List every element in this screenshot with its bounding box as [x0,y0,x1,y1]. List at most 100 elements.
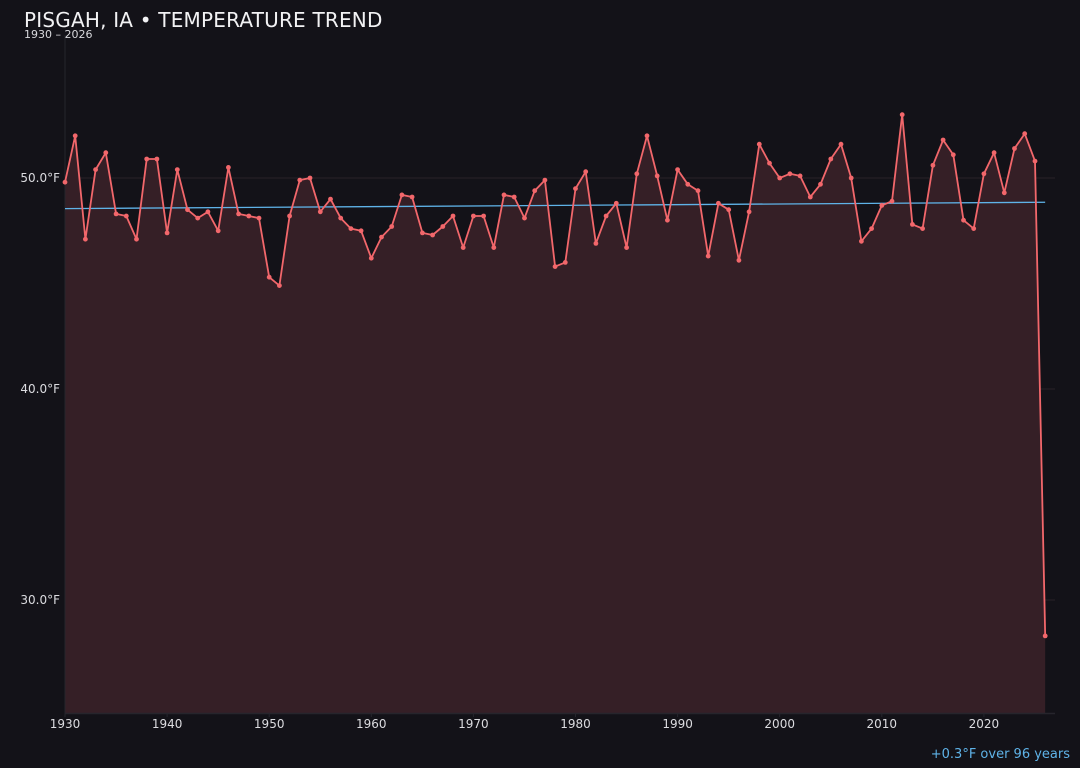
area-fill [65,114,1046,713]
x-tick-label: 1940 [152,717,183,731]
data-point [777,175,783,181]
data-point [368,255,374,261]
data-point [338,215,344,221]
data-point [828,156,834,162]
data-point [685,181,691,187]
data-point [511,194,517,200]
chart-title: PISGAH, IA • TEMPERATURE TREND [24,8,383,32]
data-point [174,167,180,173]
data-point [287,213,292,219]
data-point [1012,146,1017,151]
data-point [573,186,578,192]
data-point [297,177,303,183]
data-point [226,165,231,170]
x-tick-label: 1960 [356,717,387,731]
data-point [562,260,568,265]
data-point [491,245,497,251]
data-point [807,194,813,200]
data-point [613,200,619,206]
data-point [409,194,415,200]
data-point [818,181,823,187]
x-tick-label: 1990 [662,717,693,731]
data-point [1042,633,1048,639]
data-point [695,188,701,194]
data-point [716,200,721,206]
data-points [62,112,1048,639]
data-point [981,171,987,177]
data-point [460,245,466,251]
data-point [450,213,456,219]
data-point [83,236,88,242]
x-tick-labels: 1930 1940 1950 1960 1970 1980 1990 2000 2010 2020 [50,713,999,731]
data-point [134,236,139,242]
y-tick-label: 50.0°F [20,171,60,185]
x-tick-label: 1970 [458,717,489,731]
data-point [277,283,282,288]
data-point [399,192,405,198]
data-point [358,228,364,234]
data-point [654,173,660,179]
data-point [93,167,98,173]
data-point [899,112,905,118]
data-point [72,133,78,139]
data-point [756,141,762,147]
data-point [950,152,956,158]
data-point [859,238,864,244]
data-point [644,133,650,139]
data-point [154,156,160,162]
data-point [705,253,711,259]
data-point [328,196,333,202]
data-point [246,213,252,219]
data-point [481,213,486,219]
chart-subtitle: 1930 – 2026 [24,28,93,41]
data-point [471,213,476,219]
data-point [379,234,384,240]
data-point [726,207,732,213]
data-point [746,209,752,215]
data-point [348,226,354,232]
x-tick-label: 1950 [254,717,285,731]
data-point [603,213,609,219]
data-point [389,224,395,229]
data-point [195,215,201,221]
data-point [522,215,527,221]
data-point [961,217,966,223]
data-point [103,150,109,156]
trend-annotation: +0.3°F over 96 years [930,747,1070,762]
data-point [910,222,915,227]
data-point [123,213,129,219]
data-point [266,274,272,280]
data-point [144,156,150,162]
y-tick-label: 30.0°F [20,593,60,607]
data-point [440,224,446,229]
data-point [991,150,997,156]
data-point [430,232,435,238]
data-point [307,175,313,181]
data-point [552,264,558,269]
data-point [920,226,925,232]
data-point [256,215,262,221]
data-point [889,198,895,204]
x-tick-label: 1930 [50,717,81,731]
data-point [940,137,946,143]
data-point [532,188,538,194]
y-tick-labels: 30.0°F 40.0°F 50.0°F [20,171,60,607]
data-point [634,171,640,177]
data-point [838,141,844,147]
data-point [215,228,221,234]
data-point [501,192,507,198]
data-point [665,217,670,223]
x-tick-label: 2020 [969,717,1000,731]
data-point [542,177,548,183]
data-point [317,209,323,215]
data-point [869,226,874,232]
data-point [420,230,425,236]
data-point [930,162,936,168]
data-point [62,179,68,185]
data-point [1032,158,1038,164]
data-point [236,211,242,217]
data-point [767,160,772,166]
y-tick-label: 40.0°F [20,382,60,396]
data-point [593,241,599,246]
